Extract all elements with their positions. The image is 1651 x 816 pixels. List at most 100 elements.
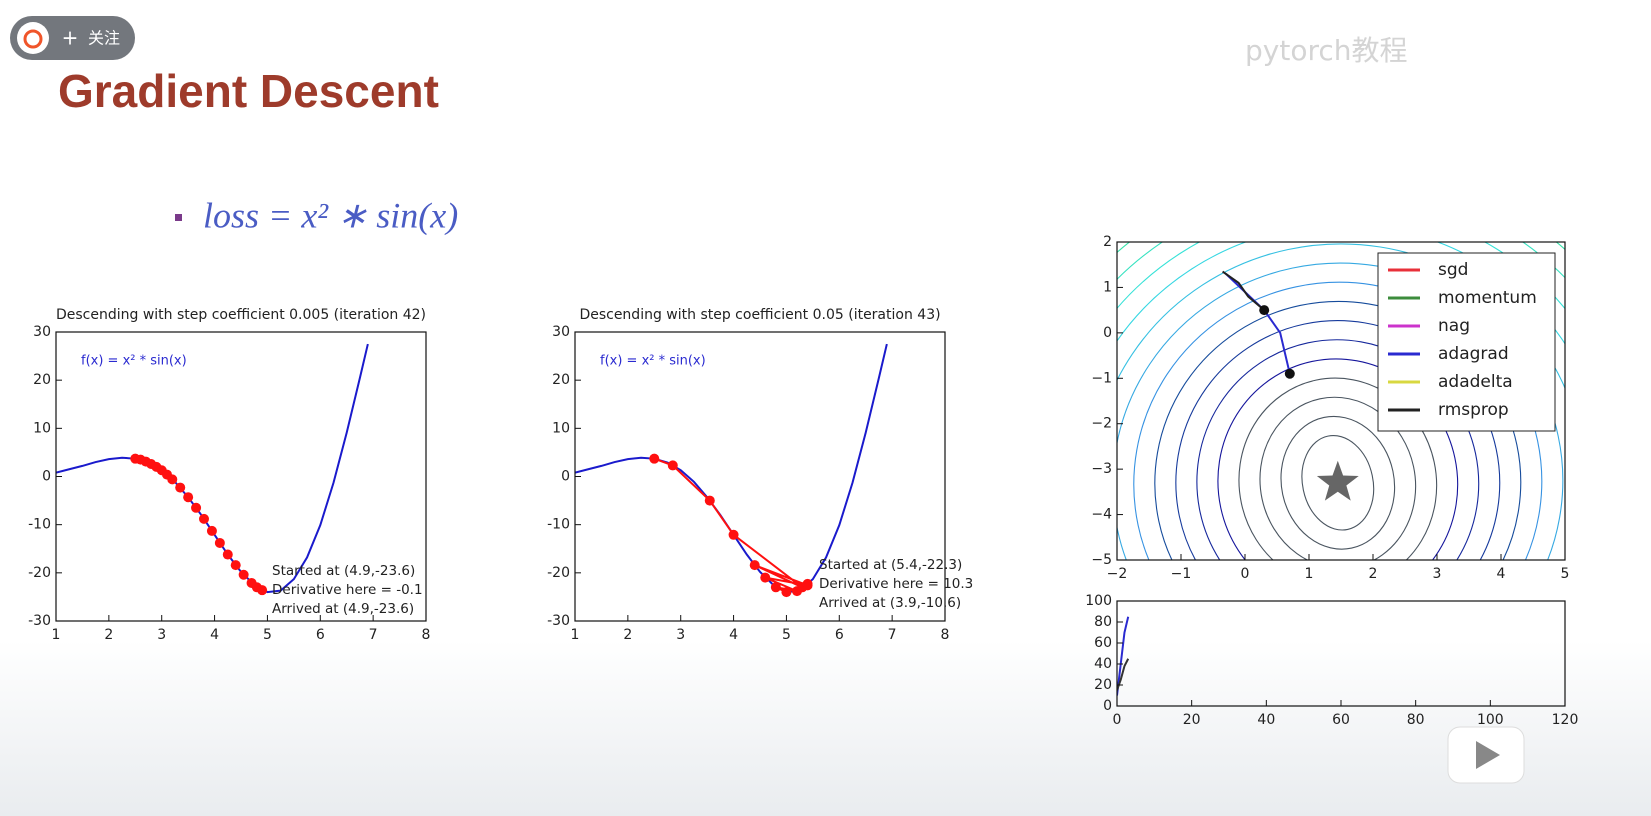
follow-button[interactable]: + 关注 (10, 16, 135, 60)
point (183, 492, 194, 503)
y-tick-label: 0 (561, 469, 570, 485)
x-tick-label: 40 (1257, 712, 1275, 728)
y-tick-label: -10 (547, 517, 570, 533)
x-tick-label: 2 (623, 627, 632, 643)
y-tick-label: 20 (33, 372, 51, 388)
x-tick-label: 0 (1113, 712, 1122, 728)
point (728, 529, 739, 540)
legend-box (1377, 252, 1556, 432)
y-tick-label: 0 (1103, 698, 1112, 714)
point (167, 474, 178, 485)
note: Derivative here = 10.3 (819, 576, 973, 592)
y-tick-label: −3 (1091, 461, 1112, 477)
button-label[interactable]: 关注 (88, 29, 120, 48)
x-tick-label: 60 (1332, 712, 1350, 728)
chart-title: Descending with step coefficient 0.05 (i… (579, 307, 940, 323)
x-tick-label: −2 (1107, 566, 1128, 582)
minimum-star (1316, 460, 1359, 501)
point (230, 560, 241, 571)
x-tick-label: 1 (52, 627, 61, 643)
plot (56, 343, 369, 596)
y-tick-label: 20 (552, 372, 570, 388)
point (760, 572, 771, 583)
end-point (1284, 368, 1295, 379)
chart-title: Descending with step coefficient 0.005 (… (56, 307, 426, 323)
point (199, 513, 209, 524)
y-tick-label: 30 (552, 324, 570, 340)
contour (1133, 281, 1543, 560)
x-tick-label: 7 (369, 627, 378, 643)
x-tick-label: 5 (263, 627, 272, 643)
x-tick-label: 4 (210, 627, 219, 643)
annotation: f(x) = x² * sin(x) (81, 354, 187, 369)
x-tick-label: 20 (1183, 712, 1201, 728)
x-tick-label: 3 (676, 627, 685, 643)
point (191, 502, 202, 513)
x-tick-label: 120 (1552, 712, 1579, 728)
y-tick-label: 10 (33, 420, 51, 436)
y-tick-label: 60 (1094, 635, 1112, 651)
bottom-shade (0, 640, 1651, 816)
legend-label: momentum (1438, 288, 1537, 308)
point (802, 578, 813, 589)
plot-frame (1116, 241, 1566, 561)
x-tick-label: 0 (1241, 566, 1250, 582)
note: Arrived at (3.9,-10.6) (819, 595, 961, 611)
bullet-dot (175, 214, 182, 221)
legend-label: rmsprop (1438, 400, 1509, 420)
point (238, 569, 249, 580)
x-tick-label: 4 (1497, 566, 1506, 582)
contour (1280, 415, 1396, 550)
x-tick-label: 5 (782, 627, 791, 643)
legend-label: adadelta (1438, 372, 1513, 392)
contour (1217, 358, 1459, 560)
x-tick-label: 6 (316, 627, 325, 643)
x-tick-label: 8 (422, 627, 431, 643)
y-tick-label: 0 (1103, 325, 1112, 341)
y-tick-label: 10 (552, 420, 570, 436)
play-icon (1476, 741, 1500, 769)
point (770, 582, 781, 593)
y-tick-label: 40 (1094, 656, 1112, 672)
x-tick-label: 1 (571, 627, 580, 643)
y-tick-label: 20 (1094, 677, 1112, 693)
y-tick-label: -30 (547, 613, 570, 629)
series-line (56, 343, 369, 594)
series-line (1222, 270, 1265, 311)
x-tick-label: 7 (888, 627, 897, 643)
series-line (1117, 616, 1130, 696)
x-tick-label: 80 (1407, 712, 1425, 728)
point (257, 585, 268, 596)
note: Started at (4.9,-23.6) (272, 563, 415, 579)
note: Started at (5.4,-22.3) (819, 557, 962, 573)
contour (1175, 320, 1501, 560)
y-tick-label: −2 (1091, 416, 1112, 432)
y-tick-label: 80 (1094, 614, 1112, 630)
note: Arrived at (4.9,-23.6) (272, 601, 414, 617)
y-tick-label: 0 (42, 469, 51, 485)
x-tick-label: −1 (1171, 566, 1192, 582)
play-button[interactable] (1447, 726, 1525, 784)
note: Derivative here = -0.1 (272, 582, 423, 598)
contour (1117, 243, 1565, 560)
x-tick-label: 5 (1561, 566, 1570, 582)
contour (1154, 300, 1522, 560)
contour (1238, 377, 1438, 560)
x-tick-label: 2 (1369, 566, 1378, 582)
point (175, 482, 186, 493)
series-line (575, 343, 888, 594)
y-tick-label: 1 (1103, 279, 1112, 295)
plot (575, 343, 888, 598)
plus-icon: + (62, 26, 79, 50)
point (792, 586, 802, 597)
x-tick-label: 3 (1433, 566, 1442, 582)
x-tick-label: 100 (1477, 712, 1504, 728)
x-tick-label: 6 (835, 627, 844, 643)
button-icon (23, 29, 43, 49)
y-tick-label: 30 (33, 324, 51, 340)
point (667, 460, 678, 471)
button-icon-bg (17, 22, 49, 54)
y-tick-label: 2 (1103, 234, 1112, 250)
contour (1196, 339, 1480, 560)
